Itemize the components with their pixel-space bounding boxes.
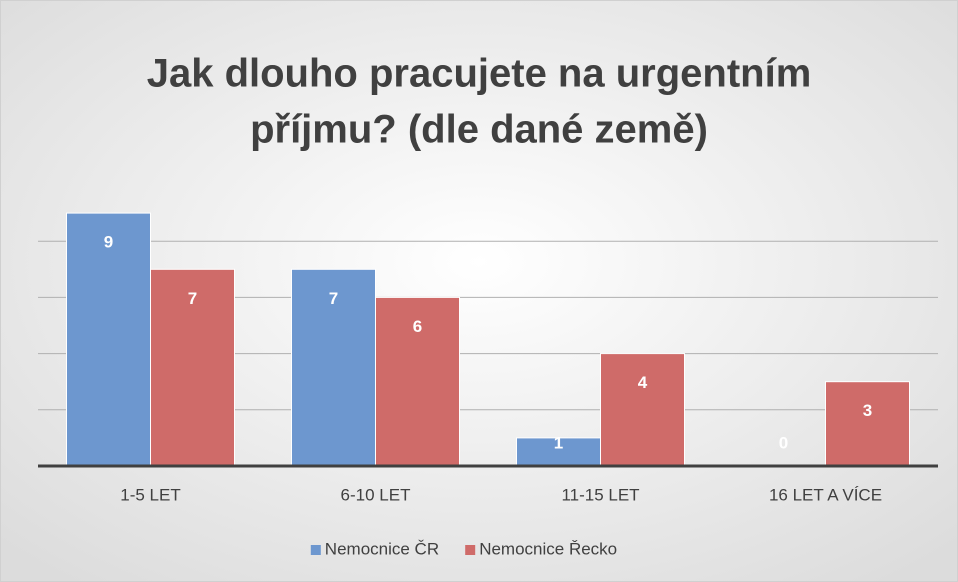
data-label: 7 (329, 289, 338, 308)
bar (600, 353, 685, 467)
data-label: 3 (863, 401, 872, 420)
data-label: 0 (779, 433, 788, 452)
legend-swatch (310, 545, 321, 555)
data-label: 4 (638, 373, 648, 392)
bar (291, 268, 376, 467)
x-tick-label: 11-15 LET (561, 485, 639, 504)
bar (150, 268, 235, 467)
x-tick-label: 1-5 LET (120, 485, 180, 504)
data-label: 1 (554, 433, 563, 452)
legend-label: Nemocnice ČR (325, 539, 439, 558)
chart-title: příjmu? (dle dané země) (250, 108, 708, 152)
x-tick-label: 6-10 LET (341, 485, 411, 504)
chart-title: Jak dlouho pracujete na urgentním (147, 52, 812, 96)
legend-label: Nemocnice Řecko (479, 539, 617, 558)
legend-swatch (465, 545, 476, 555)
bar (375, 296, 460, 467)
data-label: 6 (413, 317, 422, 336)
x-tick-label: 16 LET A VÍCE (769, 485, 882, 504)
bar (825, 381, 910, 467)
data-label: 7 (188, 289, 197, 308)
data-label: 9 (104, 233, 113, 252)
